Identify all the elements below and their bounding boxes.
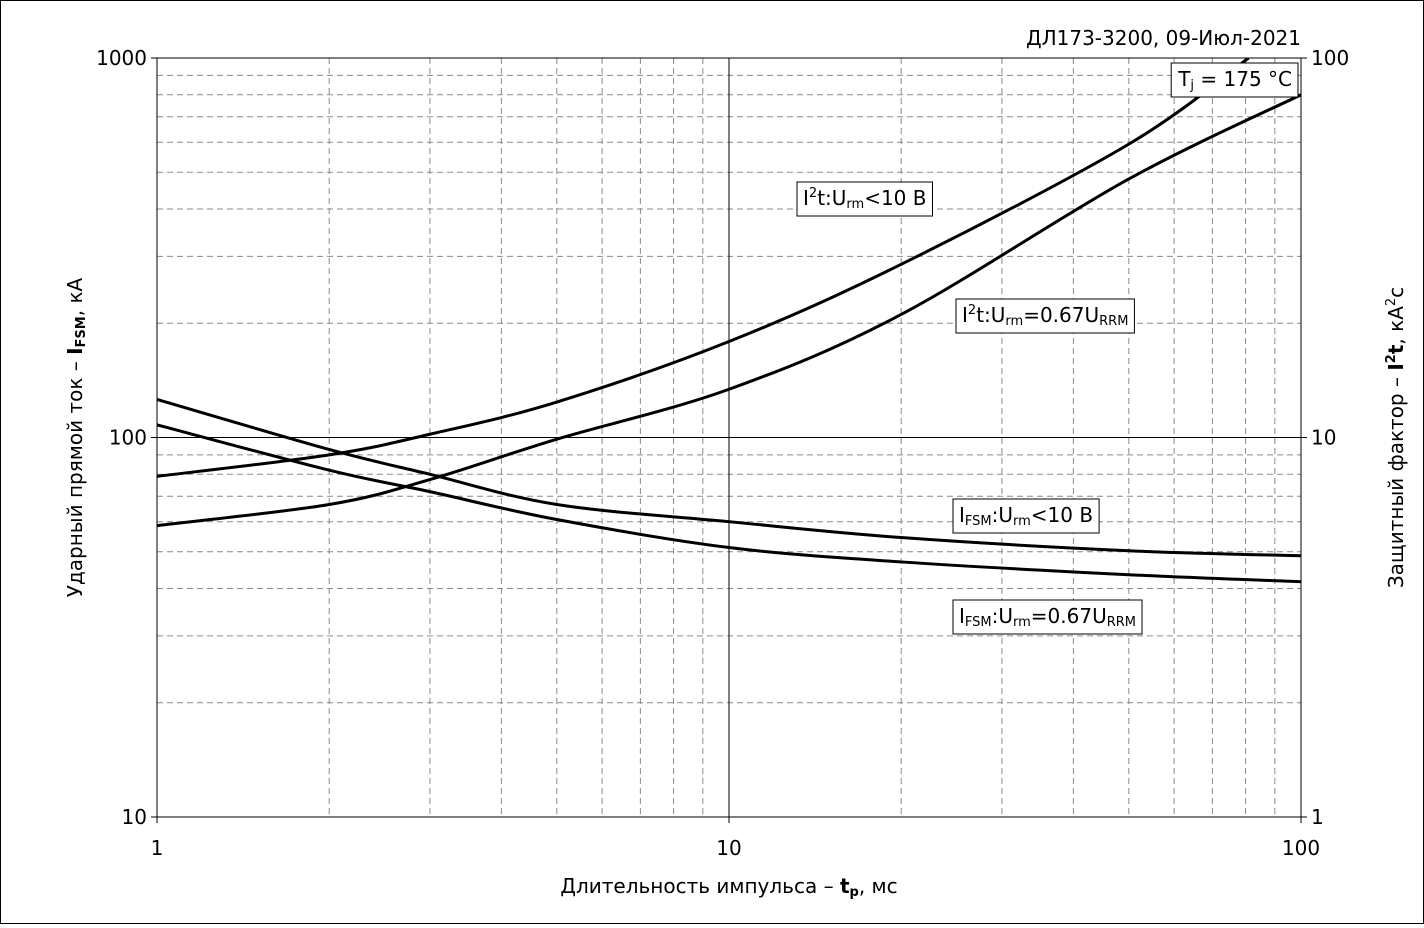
label-part: , кА	[63, 277, 87, 316]
y-tick-label: 10	[122, 805, 147, 829]
label-part: rm	[1013, 615, 1031, 630]
x-tick-label: 100	[1282, 836, 1320, 860]
label-part: FSM	[965, 615, 992, 630]
label-part: RRM	[1099, 314, 1128, 329]
label-part: , кА	[1384, 306, 1408, 345]
rich-label: I2t:Urm=0.67URRM	[962, 303, 1128, 329]
rich-label: Ударный прямой ток – IFSM, кА	[63, 277, 89, 597]
rich-label: Защитный фактор – I2t, кА2с	[1384, 287, 1408, 588]
label-part: j	[1189, 78, 1194, 93]
label-box: Tj = 175 °C	[1170, 62, 1299, 98]
label-part: t:U	[976, 303, 1005, 327]
label-part: t:U	[817, 186, 846, 210]
series-line	[157, 423, 1301, 584]
label-part: rm	[1013, 514, 1031, 529]
label-part: rm	[846, 197, 864, 212]
rich-label: IFSM:Urm<10 B	[959, 503, 1093, 529]
label-part: =0.67U	[1023, 303, 1099, 327]
series-line	[157, 58, 1250, 478]
label-part: t	[1384, 344, 1408, 354]
rich-label: Длительность импульса – tp, мс	[560, 874, 897, 900]
label-part: <10 B	[1031, 503, 1093, 527]
label-part: FSM	[74, 316, 89, 347]
rich-label: Tj = 175 °C	[1177, 67, 1292, 93]
y-axis-title: Ударный прямой ток – IFSM, кА	[63, 277, 89, 597]
label-part: p	[850, 885, 859, 900]
label-part: = 175 °C	[1194, 67, 1292, 91]
label-part: I	[962, 303, 968, 327]
label-part: 2	[968, 303, 976, 318]
plot-border	[156, 57, 1302, 818]
label-part: T	[1177, 67, 1191, 91]
label-part: с	[1384, 287, 1408, 298]
rich-label: IFSM:Urm=0.67URRM	[959, 604, 1136, 630]
label-part: :U	[992, 503, 1013, 527]
y2-axis-title: Защитный фактор – I2t, кА2с	[1384, 287, 1408, 588]
label-part: I	[803, 186, 809, 210]
lines	[157, 58, 1301, 584]
label-box: IFSM:Urm<10 B	[952, 498, 1100, 534]
label-part: rm	[1005, 314, 1023, 329]
label-part: :U	[992, 604, 1013, 628]
label-frame	[952, 599, 1143, 635]
label-part: 2	[1384, 354, 1399, 363]
label-box: I2t:Urm=0.67URRM	[955, 298, 1135, 334]
y2-tick-label: 100	[1311, 46, 1349, 70]
label-part: <10 B	[864, 186, 926, 210]
label-part: I	[959, 503, 965, 527]
label-part: 2	[1384, 298, 1399, 306]
chart-title: ДЛ173-3200, 09-Июл-2021	[1026, 26, 1301, 50]
label-part: I	[959, 604, 965, 628]
label-frame	[796, 181, 933, 217]
label-part: 2	[809, 186, 817, 201]
y2-tick-label: 1	[1311, 805, 1324, 829]
label-part: RRM	[1107, 615, 1136, 630]
label-part: t	[840, 874, 850, 898]
label-frame	[955, 298, 1135, 334]
label-part: =0.67U	[1031, 604, 1107, 628]
y2-tick-label: 10	[1311, 426, 1336, 450]
label-part: FSM	[965, 514, 992, 529]
label-part: Длительность импульса –	[560, 874, 840, 898]
x-tick-label: 1	[151, 836, 164, 860]
label-box: IFSM:Urm=0.67URRM	[952, 599, 1143, 635]
grid	[156, 57, 1302, 818]
x-tick-label: 10	[716, 836, 741, 860]
label-part: I	[1384, 363, 1408, 370]
rich-label: I2t:Urm<10 B	[803, 186, 926, 212]
label-part: Ударный прямой ток –	[63, 355, 87, 597]
label-frame	[952, 498, 1100, 534]
label-part: I	[63, 347, 87, 354]
y-tick-label: 100	[109, 426, 147, 450]
series-line	[157, 93, 1301, 528]
label-box: I2t:Urm<10 B	[796, 181, 933, 217]
y-tick-label: 1000	[96, 46, 147, 70]
label-part: Защитный фактор –	[1384, 371, 1408, 589]
label-part: , мс	[859, 874, 898, 898]
label-frame	[1170, 62, 1299, 98]
